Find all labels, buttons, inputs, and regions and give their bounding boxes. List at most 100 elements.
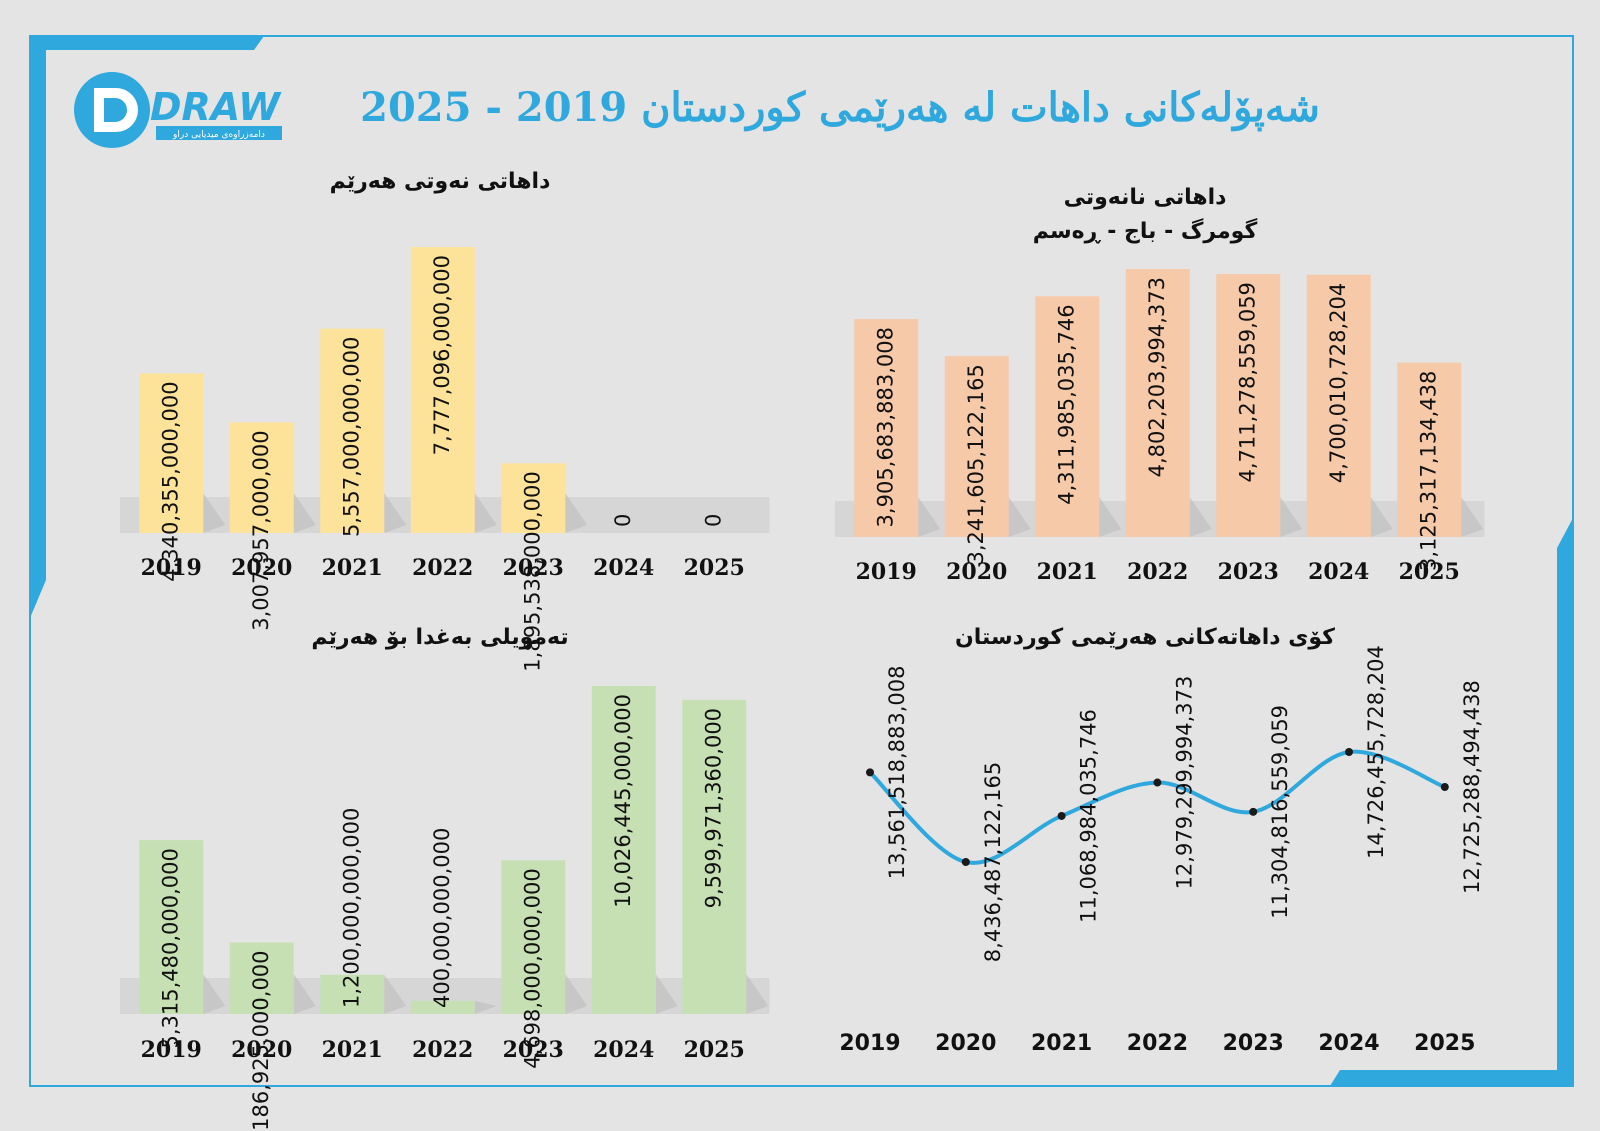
non-oil-bar <box>1216 274 1281 537</box>
oil-bar <box>139 373 204 533</box>
oil-bar-shadow <box>474 493 497 533</box>
total-year-label: 2024 <box>1318 1031 1379 1056</box>
total-value-label: 12,979,299,994,373 <box>1172 676 1196 890</box>
total-value-label: 8,436,487,122,165 <box>981 762 1005 962</box>
oil-year-label: 2024 <box>593 555 654 581</box>
oil-year-label: 2021 <box>322 555 383 581</box>
baghdad-year-label: 2024 <box>593 1037 654 1063</box>
non-oil-bar <box>1306 274 1371 537</box>
total-point <box>961 858 970 866</box>
oil-value-label: 4,340,355,000,000 <box>158 381 182 581</box>
baghdad-year-label: 2020 <box>231 1037 292 1063</box>
oil-value-label: 3,007,957,000,000 <box>249 430 273 630</box>
total-year-label: 2022 <box>1127 1031 1188 1056</box>
oil-year-label: 2020 <box>231 555 292 581</box>
baghdad-bar <box>501 860 566 1014</box>
non-oil-year-label: 2020 <box>946 559 1007 585</box>
oil-chart-title: داهاتی نەوتی هەرێم <box>329 169 551 194</box>
non-oil-value-label: 4,700,010,728,204 <box>1326 283 1350 483</box>
oil-bar <box>410 247 475 533</box>
total-series-line <box>868 749 1446 865</box>
non-oil-year-label: 2021 <box>1037 559 1098 585</box>
baghdad-bar <box>139 840 204 1014</box>
non-oil-value-label: 3,125,317,134,438 <box>1416 371 1440 571</box>
oil-value-label: 7,777,096,000,000 <box>430 255 454 455</box>
oil-value-label: 0 <box>701 514 725 527</box>
baghdad-bar <box>591 686 656 1014</box>
non-oil-bar <box>1125 269 1190 537</box>
oil-bar-shadow <box>384 493 407 533</box>
total-year-label: 2023 <box>1223 1031 1284 1056</box>
non-oil-bar-shadow <box>1280 497 1303 537</box>
non-oil-value-label: 4,802,203,994,373 <box>1145 277 1169 477</box>
baghdad-chart-title: تەمویلی بەغدا بۆ هەرێم <box>311 625 569 650</box>
total-value-label: 12,725,288,494,438 <box>1460 680 1484 894</box>
oil-bar-shadow <box>203 493 226 533</box>
baghdad-value-label: 10,026,445,000,000 <box>611 694 635 908</box>
non-oil-value-label: 4,311,985,035,746 <box>1054 304 1078 504</box>
total-point <box>1249 807 1258 816</box>
total-value-label: 14,726,455,728,204 <box>1364 645 1388 859</box>
oil-value-label: 1,895,538,000,000 <box>520 471 544 671</box>
draw-logo: DRAW دامەزراوەی میدیایی دراو <box>74 72 282 148</box>
total-year-label: 2020 <box>935 1031 996 1056</box>
baghdad-year-label: 2022 <box>412 1037 473 1063</box>
oil-bar <box>320 328 385 533</box>
baghdad-bar-shadow <box>565 974 588 1014</box>
total-value-label: 13,561,518,883,008 <box>885 665 909 879</box>
non-oil-bar <box>1035 296 1100 537</box>
baghdad-bar-shadow <box>384 974 407 1014</box>
oil-bar-shadow <box>293 493 316 533</box>
non-oil-year-label: 2024 <box>1308 559 1369 585</box>
total-point <box>1345 748 1353 756</box>
oil-value-label: 0 <box>611 514 635 527</box>
oil-bar-shadow <box>565 493 588 533</box>
logo-tagline: دامەزراوەی میدیایی دراو <box>172 130 265 140</box>
logo-circle <box>74 72 150 148</box>
baghdad-bar <box>320 974 385 1014</box>
oil-bar <box>229 422 294 533</box>
non-oil-bar <box>1397 362 1462 537</box>
non-oil-bar <box>944 356 1009 537</box>
baghdad-value-label: 5,315,480,000,000 <box>158 848 182 1048</box>
non-oil-bar-shadow <box>1099 497 1122 537</box>
non-oil-value-label: 3,905,683,883,008 <box>873 327 897 527</box>
baghdad-bar-shadow <box>655 974 678 1014</box>
total-value-label: 11,304,816,559,059 <box>1268 705 1292 919</box>
non-oil-bar-shadow <box>1461 497 1484 537</box>
oil-year-label: 2025 <box>684 555 745 581</box>
non-oil-bar-shadow <box>1189 497 1212 537</box>
total-year-label: 2021 <box>1031 1031 1092 1056</box>
baghdad-value-label: 2,186,925,000,000 <box>249 950 273 1131</box>
logo-wordmark: DRAW <box>150 85 282 129</box>
oil-year-label: 2022 <box>412 555 473 581</box>
logo-d-mark <box>94 88 138 132</box>
page-title: شەپۆلەکانی داهات لە هەرێمی کوردستان 2019… <box>360 84 1320 131</box>
baghdad-year-label: 2025 <box>684 1037 745 1063</box>
non-oil-bar-shadow <box>1370 497 1393 537</box>
total-point <box>1440 782 1449 791</box>
non-oil-chart-title: داهاتی نانەوتی <box>1063 185 1227 210</box>
baghdad-bar-shadow <box>746 974 769 1014</box>
non-oil-year-label: 2023 <box>1218 559 1279 585</box>
baghdad-value-label: 1,200,000,000,000 <box>339 808 363 1008</box>
baghdad-bar-shadow <box>293 974 316 1014</box>
total-point <box>866 768 874 777</box>
oil-bar <box>501 463 566 533</box>
non-oil-value-label: 4,711,278,559,059 <box>1235 282 1259 482</box>
total-year-label: 2019 <box>839 1031 900 1056</box>
oil-year-label: 2023 <box>503 555 564 581</box>
baghdad-year-label: 2021 <box>322 1037 383 1063</box>
baghdad-value-label: 400,000,000,000 <box>430 828 454 1008</box>
non-oil-year-label: 2019 <box>856 559 917 585</box>
total-point <box>1153 778 1162 787</box>
non-oil-value-label: 3,241,605,122,165 <box>964 364 988 564</box>
non-oil-bar-shadow <box>918 497 941 537</box>
non-oil-bar <box>854 319 919 537</box>
baghdad-value-label: 9,599,971,360,000 <box>701 708 725 908</box>
